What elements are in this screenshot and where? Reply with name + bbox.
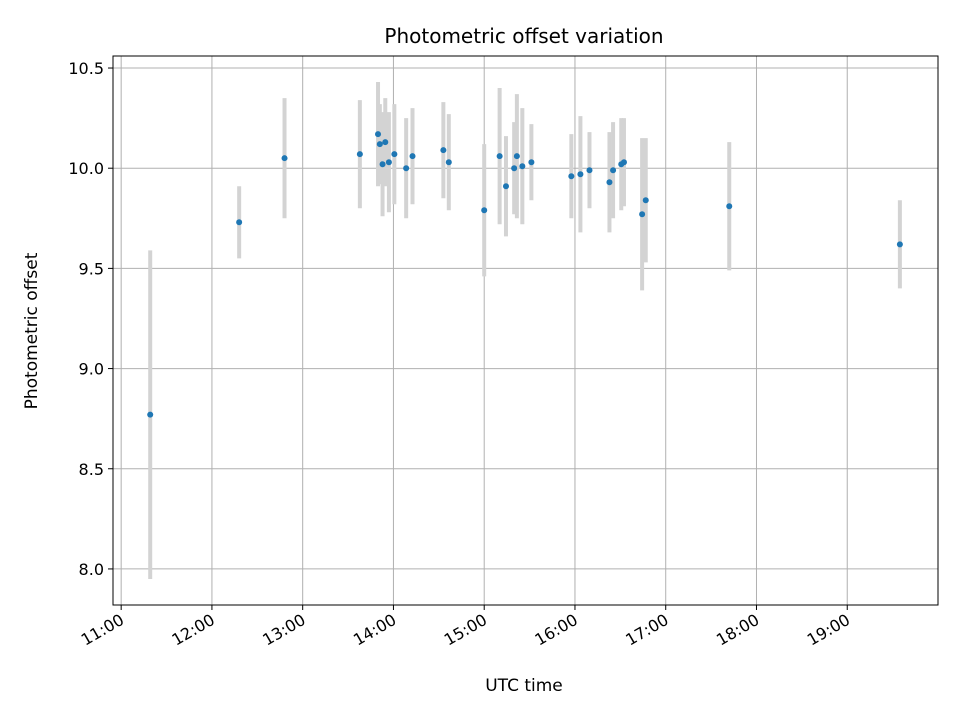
data-point <box>519 163 526 170</box>
data-point <box>376 141 383 148</box>
x-tick-label: 14:00 <box>350 610 399 650</box>
data-point <box>606 179 613 186</box>
data-point <box>379 161 386 168</box>
data-point <box>896 241 903 248</box>
x-axis-label: UTC time <box>485 676 563 696</box>
data-point <box>639 211 646 218</box>
data-point <box>568 173 575 180</box>
data-point <box>481 207 488 214</box>
y-axis-label: Photometric offset <box>22 252 42 409</box>
data-point <box>586 167 593 174</box>
data-point <box>403 165 410 172</box>
y-ticks: 8.0 8.5 9.0 9.5 10.0 10.5 <box>68 59 113 579</box>
data-point <box>385 159 392 166</box>
data-point <box>726 203 733 210</box>
plot-frame <box>112 55 939 606</box>
y-tick-label: 10.5 <box>68 59 104 78</box>
data-point <box>147 411 154 418</box>
data-point <box>440 147 447 154</box>
data-point <box>610 167 617 174</box>
data-point <box>382 139 389 146</box>
x-tick-label: 15:00 <box>441 610 490 650</box>
y-tick-label: 8.0 <box>79 560 104 579</box>
data-point <box>577 171 584 178</box>
data-point <box>375 131 382 138</box>
x-tick-label: 16:00 <box>532 610 581 650</box>
x-ticks: 11:00 12:00 13:00 14:00 15:00 16:00 17:00 18:00… <box>78 605 853 650</box>
y-tick-label: 9.5 <box>79 259 104 278</box>
data-point <box>642 197 649 204</box>
data-point <box>496 153 503 160</box>
x-tick-label: 12:00 <box>168 610 217 650</box>
x-tick-label: 18:00 <box>713 610 762 650</box>
x-tick-label: 13:00 <box>259 610 308 650</box>
data-point <box>281 155 288 162</box>
y-tick-label: 9.0 <box>79 360 104 379</box>
x-tick-label: 17:00 <box>622 610 671 650</box>
data-points <box>147 131 903 418</box>
grid <box>113 56 938 605</box>
chart-title: Photometric offset variation <box>384 24 663 48</box>
data-point <box>236 219 243 226</box>
x-tick-label: 19:00 <box>804 610 853 650</box>
data-point <box>356 151 363 158</box>
data-point <box>445 159 452 166</box>
data-point <box>528 159 535 166</box>
data-point <box>409 153 416 160</box>
data-point <box>513 153 520 160</box>
error-bars <box>148 82 902 579</box>
data-point <box>620 159 627 166</box>
y-tick-label: 8.5 <box>79 460 104 479</box>
x-tick-label: 11:00 <box>78 610 127 650</box>
y-tick-label: 10.0 <box>68 159 104 178</box>
data-point <box>511 165 518 172</box>
data-point <box>391 151 398 158</box>
data-point <box>502 183 509 190</box>
